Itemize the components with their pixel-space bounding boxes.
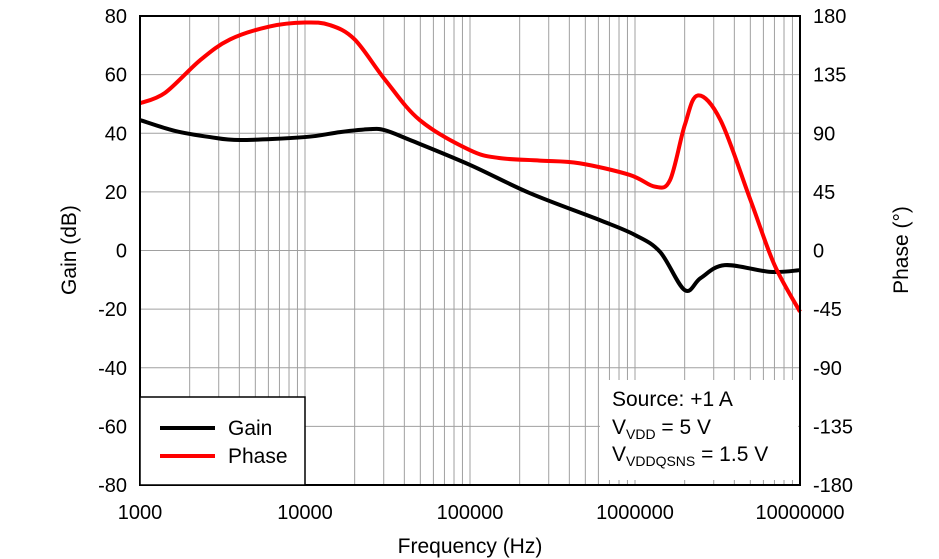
y-tick-label: 40 — [105, 123, 127, 145]
tick-labels: 1000 10000 100000 1000000 10000000 80 60 40 20 0 -… — [98, 6, 853, 524]
plot-frame — [139, 15, 801, 486]
y-tick-label: 60 — [105, 65, 127, 87]
y2-tick-label: 135 — [813, 65, 846, 87]
annotation-vdd: VVDD = 5 V — [612, 416, 711, 442]
y2-tick-label: -180 — [813, 475, 853, 497]
legend-gain-label: Gain — [228, 417, 272, 440]
y-tick-label: -20 — [98, 299, 127, 321]
x-tick-label: 10000000 — [756, 502, 845, 524]
gain-line — [139, 118, 801, 293]
y-tick-label: -60 — [98, 416, 127, 438]
phase-line — [139, 20, 802, 313]
x-tick-label: 1000000 — [596, 502, 674, 524]
y2-tick-label: -135 — [813, 416, 853, 438]
annotation-source: Source: +1 A — [612, 388, 733, 411]
legend-phase-label: Phase — [228, 445, 288, 468]
y-axis-label: Gain (dB) — [58, 205, 81, 295]
legend: Gain Phase — [139, 396, 306, 486]
y2-tick-label: -90 — [813, 358, 842, 380]
y2-tick-label: 45 — [813, 182, 835, 204]
series-lines — [139, 20, 802, 313]
y2-tick-label: 0 — [813, 241, 824, 263]
x-axis-label: Frequency (Hz) — [398, 535, 543, 558]
y-tick-label: -40 — [98, 358, 127, 380]
y2-tick-label: 180 — [813, 6, 846, 28]
y-tick-label: -80 — [98, 475, 127, 497]
y2-tick-label: -45 — [813, 299, 842, 321]
y-tick-label: 0 — [116, 241, 127, 263]
x-tick-label: 1000 — [118, 502, 163, 524]
annotation: Source: +1 A VVDD = 5 V VVDDQSNS = 1.5 V — [600, 380, 798, 480]
x-tick-label: 10000 — [277, 502, 333, 524]
y2-tick-label: 90 — [813, 123, 835, 145]
legend-box — [139, 396, 306, 486]
y-tick-label: 80 — [105, 6, 127, 28]
y2-axis-label: Phase (°) — [890, 206, 913, 294]
x-tick-label: 100000 — [437, 502, 504, 524]
y-tick-label: 20 — [105, 182, 127, 204]
annotation-vddqsns: VVDDQSNS = 1.5 V — [612, 443, 768, 469]
